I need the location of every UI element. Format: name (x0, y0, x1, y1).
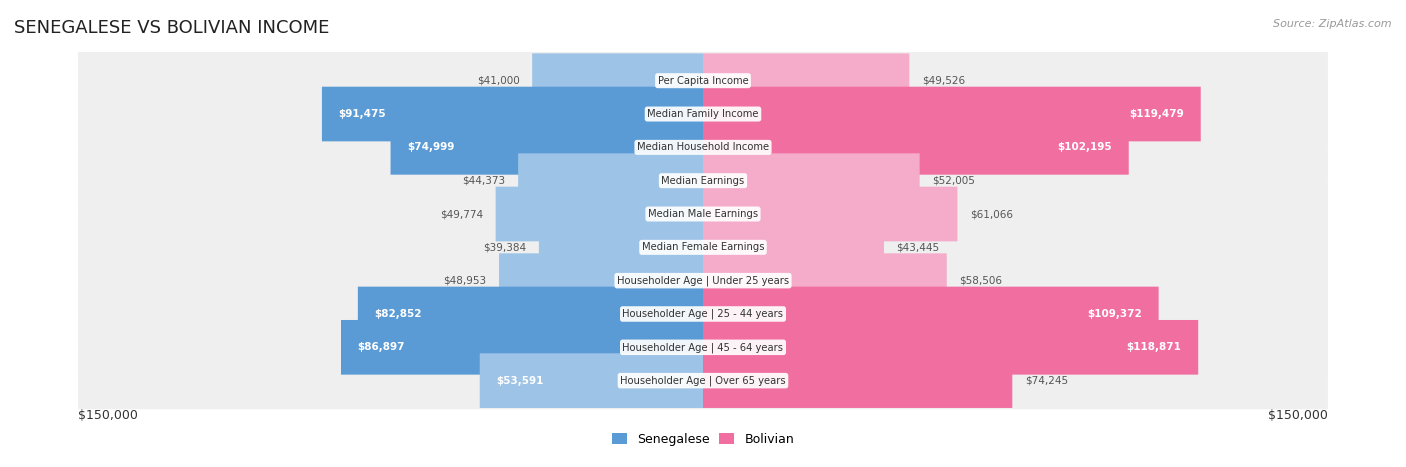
Text: Householder Age | Under 25 years: Householder Age | Under 25 years (617, 276, 789, 286)
FancyBboxPatch shape (703, 53, 910, 108)
Text: $44,373: $44,373 (463, 176, 506, 186)
Text: $48,953: $48,953 (443, 276, 486, 286)
Text: Median Female Earnings: Median Female Earnings (641, 242, 765, 252)
FancyBboxPatch shape (533, 53, 703, 108)
Text: Householder Age | Over 65 years: Householder Age | Over 65 years (620, 375, 786, 386)
Text: $49,774: $49,774 (440, 209, 484, 219)
Text: Median Male Earnings: Median Male Earnings (648, 209, 758, 219)
Text: $61,066: $61,066 (970, 209, 1012, 219)
Legend: Senegalese, Bolivian: Senegalese, Bolivian (607, 428, 799, 451)
Text: Householder Age | 45 - 64 years: Householder Age | 45 - 64 years (623, 342, 783, 353)
FancyBboxPatch shape (322, 87, 703, 142)
Text: Median Household Income: Median Household Income (637, 142, 769, 152)
FancyBboxPatch shape (79, 352, 1327, 409)
Text: $52,005: $52,005 (932, 176, 974, 186)
Text: $53,591: $53,591 (496, 375, 544, 386)
FancyBboxPatch shape (499, 253, 703, 308)
Text: Source: ZipAtlas.com: Source: ZipAtlas.com (1274, 19, 1392, 28)
Text: Median Family Income: Median Family Income (647, 109, 759, 119)
FancyBboxPatch shape (79, 252, 1327, 309)
FancyBboxPatch shape (703, 220, 884, 275)
Text: Householder Age | 25 - 44 years: Householder Age | 25 - 44 years (623, 309, 783, 319)
FancyBboxPatch shape (703, 153, 920, 208)
FancyBboxPatch shape (703, 287, 1159, 341)
Text: $118,871: $118,871 (1126, 342, 1181, 352)
Text: $49,526: $49,526 (922, 76, 965, 86)
FancyBboxPatch shape (703, 187, 957, 241)
FancyBboxPatch shape (79, 219, 1327, 276)
FancyBboxPatch shape (703, 320, 1198, 375)
Text: $102,195: $102,195 (1057, 142, 1112, 152)
Text: $150,000: $150,000 (1268, 409, 1327, 422)
Text: $91,475: $91,475 (339, 109, 387, 119)
FancyBboxPatch shape (79, 318, 1327, 376)
Text: $109,372: $109,372 (1087, 309, 1142, 319)
FancyBboxPatch shape (703, 354, 1012, 408)
FancyBboxPatch shape (359, 287, 703, 341)
Text: Median Earnings: Median Earnings (661, 176, 745, 186)
FancyBboxPatch shape (703, 87, 1201, 142)
Text: SENEGALESE VS BOLIVIAN INCOME: SENEGALESE VS BOLIVIAN INCOME (14, 19, 329, 37)
Text: $74,999: $74,999 (408, 142, 454, 152)
Text: $86,897: $86,897 (357, 342, 405, 352)
FancyBboxPatch shape (79, 85, 1327, 143)
Text: $74,245: $74,245 (1025, 375, 1069, 386)
Text: Per Capita Income: Per Capita Income (658, 76, 748, 86)
FancyBboxPatch shape (391, 120, 703, 175)
FancyBboxPatch shape (79, 119, 1327, 176)
FancyBboxPatch shape (703, 253, 946, 308)
Text: $39,384: $39,384 (484, 242, 526, 252)
Text: $43,445: $43,445 (897, 242, 939, 252)
FancyBboxPatch shape (479, 354, 703, 408)
FancyBboxPatch shape (79, 52, 1327, 109)
FancyBboxPatch shape (79, 185, 1327, 243)
FancyBboxPatch shape (496, 187, 703, 241)
FancyBboxPatch shape (703, 120, 1129, 175)
Text: $58,506: $58,506 (959, 276, 1002, 286)
Text: $41,000: $41,000 (477, 76, 520, 86)
Text: $150,000: $150,000 (79, 409, 138, 422)
FancyBboxPatch shape (79, 152, 1327, 209)
FancyBboxPatch shape (79, 285, 1327, 343)
FancyBboxPatch shape (538, 220, 703, 275)
Text: $82,852: $82,852 (374, 309, 422, 319)
FancyBboxPatch shape (342, 320, 703, 375)
Text: $119,479: $119,479 (1129, 109, 1184, 119)
FancyBboxPatch shape (519, 153, 703, 208)
